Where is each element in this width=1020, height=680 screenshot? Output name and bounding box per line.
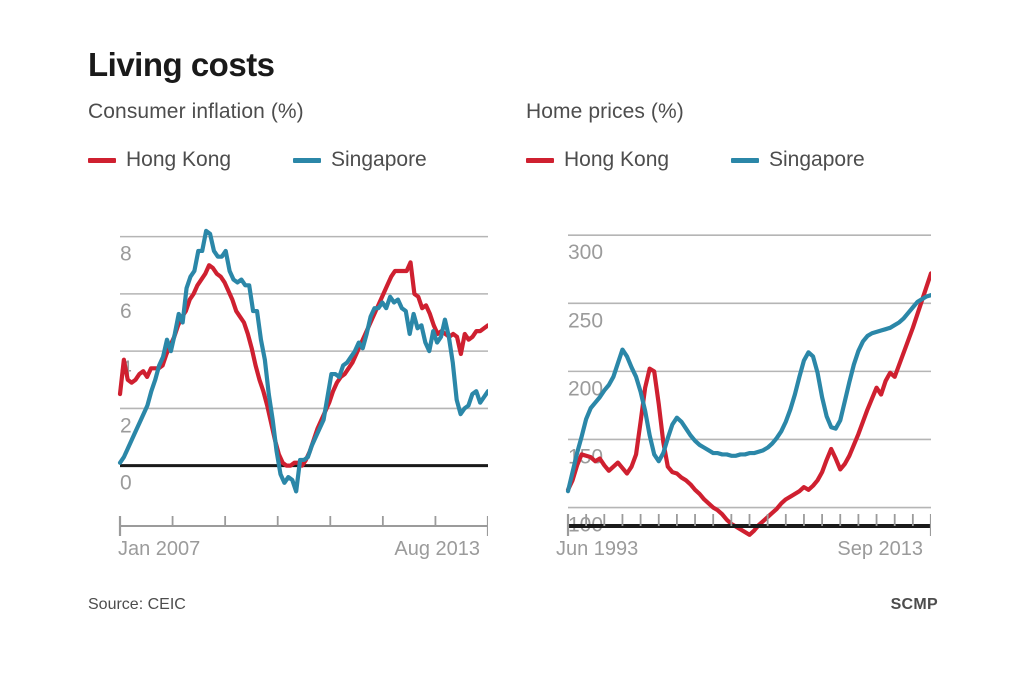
panel-home-prices: Home prices (%) Hong Kong Singapore 1001…: [526, 100, 931, 590]
legend-label: Hong Kong: [564, 148, 670, 171]
legend-item-hong-kong: Hong Kong: [526, 148, 669, 172]
y-axis-tick-label: 6: [120, 300, 132, 323]
panel-subtitle: Consumer inflation (%): [88, 100, 304, 123]
y-axis-tick-label: 250: [568, 309, 603, 332]
series-line-singapore: [117, 228, 488, 494]
legend-item-singapore: Singapore: [731, 148, 865, 172]
legend-swatch-icon: [731, 157, 759, 163]
legend-swatch-icon: [293, 157, 321, 163]
legend-label: Singapore: [331, 148, 427, 171]
x-axis-end-label: Aug 2013: [394, 538, 480, 560]
y-axis-tick-label: 8: [120, 243, 132, 266]
legend-swatch-icon: [88, 157, 116, 163]
y-axis-tick-label: 2: [120, 414, 132, 437]
panel-consumer-inflation: Consumer inflation (%) Hong Kong Singapo…: [88, 100, 488, 590]
legend-item-hong-kong: Hong Kong: [88, 148, 231, 172]
series-line-hong-kong: [565, 271, 931, 537]
page-title: Living costs: [88, 46, 275, 83]
legend-item-singapore: Singapore: [293, 148, 427, 172]
series-line-hong-kong: [117, 260, 488, 468]
chart-canvas: 100150200250300: [565, 234, 931, 537]
legend-swatch-icon: [526, 157, 554, 163]
plot-home-prices: 100150200250300: [526, 200, 931, 550]
legend-label: Singapore: [769, 148, 865, 171]
y-axis-tick-label: 200: [568, 377, 603, 400]
credit-note: SCMP: [890, 596, 938, 613]
y-axis-tick-label: 300: [568, 241, 603, 264]
x-axis-start-label: Jan 2007: [118, 538, 201, 560]
y-axis-tick-label: 0: [120, 472, 132, 495]
panel-subtitle: Home prices (%): [526, 100, 684, 123]
source-note: Source: CEIC: [88, 596, 186, 613]
x-axis-start-label: Jun 1993: [556, 538, 639, 560]
legend-label: Hong Kong: [126, 148, 232, 171]
x-axis-end-label: Sep 2013: [837, 538, 923, 560]
series-line-singapore: [565, 293, 931, 494]
